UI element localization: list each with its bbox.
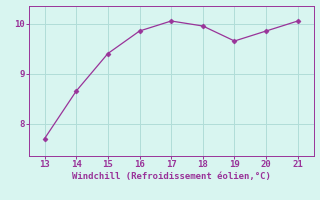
X-axis label: Windchill (Refroidissement éolien,°C): Windchill (Refroidissement éolien,°C) bbox=[72, 172, 271, 181]
